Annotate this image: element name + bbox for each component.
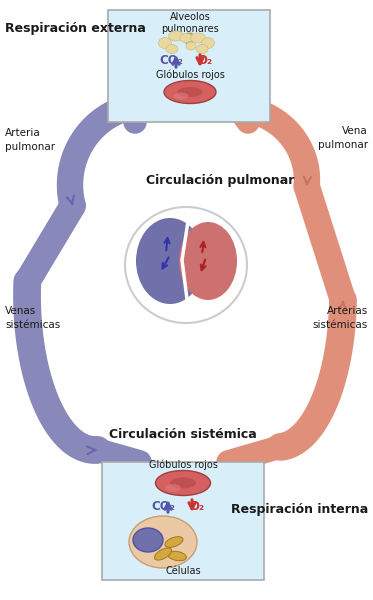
Text: Circulación sistémica: Circulación sistémica [109, 428, 257, 441]
Text: Células: Células [165, 566, 201, 576]
Text: O₂: O₂ [197, 55, 213, 67]
Text: CO₂: CO₂ [159, 55, 183, 67]
Ellipse shape [165, 484, 181, 492]
Text: Arterias
sistémicas: Arterias sistémicas [313, 307, 368, 329]
Ellipse shape [179, 34, 192, 43]
Text: Respiración interna: Respiración interna [231, 503, 368, 517]
Ellipse shape [159, 37, 172, 49]
Text: CO₂: CO₂ [151, 500, 175, 514]
Polygon shape [186, 33, 193, 44]
FancyBboxPatch shape [108, 10, 270, 122]
Ellipse shape [178, 87, 203, 97]
FancyBboxPatch shape [102, 462, 264, 580]
Ellipse shape [154, 548, 172, 560]
Ellipse shape [170, 478, 196, 488]
Text: Glóbulos rojos: Glóbulos rojos [148, 460, 217, 470]
Text: Vena
pulmonar: Vena pulmonar [318, 127, 368, 149]
Ellipse shape [136, 218, 204, 304]
Text: Arteria
pulmonar: Arteria pulmonar [5, 128, 55, 152]
Ellipse shape [156, 470, 210, 496]
Ellipse shape [186, 42, 196, 50]
Ellipse shape [166, 44, 178, 53]
Text: Alveolos
pulmonares: Alveolos pulmonares [161, 12, 219, 34]
Ellipse shape [165, 536, 183, 547]
Text: Circulación pulmonar: Circulación pulmonar [146, 174, 294, 187]
Ellipse shape [173, 92, 188, 100]
Text: Glóbulos rojos: Glóbulos rojos [156, 70, 225, 80]
Text: Venas
sistémicas: Venas sistémicas [5, 307, 60, 329]
Text: O₂: O₂ [189, 500, 204, 514]
Ellipse shape [201, 37, 214, 49]
Ellipse shape [196, 44, 208, 53]
Ellipse shape [133, 528, 163, 552]
Ellipse shape [167, 551, 186, 561]
Ellipse shape [164, 80, 216, 103]
Ellipse shape [179, 222, 237, 300]
Ellipse shape [129, 516, 197, 568]
Text: Respiración externa: Respiración externa [5, 22, 146, 35]
Ellipse shape [125, 207, 247, 323]
Ellipse shape [169, 31, 184, 41]
Ellipse shape [191, 33, 206, 43]
